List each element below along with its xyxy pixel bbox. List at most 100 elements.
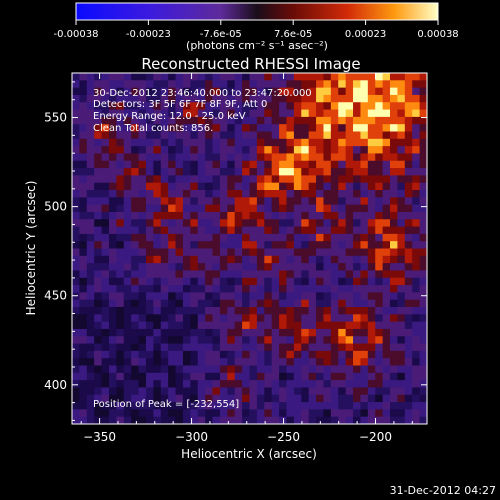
- heatmap-cell: [367, 168, 376, 176]
- heatmap-cell: [212, 73, 221, 81]
- heatmap-cell: [242, 138, 250, 147]
- heatmap-cell: [145, 299, 154, 308]
- heatmap-cell: [367, 160, 376, 169]
- heatmap-cell: [419, 358, 428, 366]
- heatmap-cell: [308, 87, 317, 96]
- heatmap-cell: [72, 204, 80, 213]
- heatmap-cell: [308, 131, 317, 140]
- heatmap-cell: [412, 131, 421, 140]
- heatmap-cell: [353, 131, 361, 140]
- heatmap-cell: [219, 402, 228, 410]
- heatmap-cell: [101, 175, 110, 184]
- heatmap-cell: [412, 307, 421, 315]
- heatmap-cell: [412, 263, 421, 271]
- heatmap-cell: [145, 131, 154, 140]
- heatmap-cell: [94, 402, 102, 410]
- heatmap-cell: [390, 336, 398, 344]
- heatmap-cell: [108, 292, 117, 301]
- heatmap-cell: [94, 204, 102, 213]
- heatmap-cell: [353, 153, 361, 162]
- heatmap-cell: [108, 87, 117, 96]
- heatmap-cell: [323, 248, 332, 257]
- heatmap-cell: [264, 80, 273, 89]
- heatmap-cell: [86, 387, 95, 396]
- heatmap-cell: [293, 314, 302, 323]
- heatmap-cell: [330, 102, 339, 110]
- heatmap-cell: [360, 109, 369, 118]
- heatmap-cell: [264, 219, 273, 227]
- heatmap-cell: [168, 307, 176, 315]
- heatmap-cell: [271, 409, 280, 418]
- heatmap-cell: [242, 190, 250, 198]
- heatmap-cell: [116, 73, 125, 81]
- heatmap-cell: [227, 402, 236, 410]
- heatmap-cell: [219, 190, 228, 198]
- heatmap-cell: [375, 190, 384, 198]
- heatmap-cell: [293, 219, 302, 227]
- heatmap-cell: [256, 328, 265, 337]
- heatmap-cell: [101, 409, 110, 418]
- heatmap-cell: [219, 380, 228, 388]
- heatmap-cell: [264, 73, 273, 81]
- heatmap-cell: [138, 255, 147, 264]
- heatmap-cell: [301, 211, 310, 220]
- heatmap-cell: [308, 372, 317, 381]
- heatmap-cell: [293, 380, 302, 388]
- heatmap-cell: [367, 350, 376, 359]
- heatmap-cell: [168, 160, 176, 169]
- heatmap-cell: [360, 409, 369, 418]
- heatmap-cell: [138, 124, 147, 132]
- heatmap-cell: [160, 160, 169, 169]
- heatmap-cell: [249, 175, 258, 184]
- heatmap-cell: [86, 380, 95, 388]
- heatmap-cell: [94, 380, 102, 388]
- heatmap-cell: [301, 321, 310, 330]
- heatmap-cell: [382, 307, 391, 315]
- heatmap-cell: [101, 277, 110, 286]
- heatmap-cell: [286, 380, 295, 388]
- heatmap-cell: [330, 372, 339, 381]
- heatmap-cell: [72, 146, 80, 154]
- heatmap-cell: [116, 263, 125, 271]
- heatmap-cell: [404, 292, 413, 301]
- heatmap-cell: [308, 292, 317, 301]
- heatmap-cell: [227, 146, 236, 154]
- heatmap-cell: [94, 138, 102, 147]
- heatmap-cell: [234, 248, 243, 257]
- heatmap-cell: [316, 255, 324, 264]
- heatmap-cell: [360, 380, 369, 388]
- heatmap-cell: [101, 87, 110, 96]
- heatmap-cell: [101, 138, 110, 147]
- heatmap-cell: [153, 204, 162, 213]
- heatmap-cell: [323, 350, 332, 359]
- heatmap-cell: [345, 328, 354, 337]
- heatmap-cell: [323, 409, 332, 418]
- heatmap-cell: [168, 277, 176, 286]
- heatmap-cell: [419, 394, 428, 403]
- heatmap-cell: [367, 255, 376, 264]
- heatmap-cell: [308, 190, 317, 198]
- heatmap-cell: [419, 314, 428, 323]
- heatmap-cell: [301, 358, 310, 366]
- heatmap-cell: [197, 182, 206, 191]
- heatmap-cell: [219, 73, 228, 81]
- heatmap-cell: [301, 124, 310, 132]
- heatmap-cell: [94, 124, 102, 132]
- heatmap-cell: [271, 358, 280, 366]
- heatmap-cell: [123, 292, 132, 301]
- heatmap-cell: [190, 255, 199, 264]
- heatmap-cell: [145, 380, 154, 388]
- heatmap-cell: [86, 226, 95, 235]
- heatmap-cell: [419, 197, 428, 206]
- heatmap-cell: [168, 204, 176, 213]
- heatmap-cell: [219, 219, 228, 227]
- heatmap-cell: [404, 190, 413, 198]
- heatmap-cell: [271, 94, 280, 103]
- heatmap-cell: [375, 416, 384, 425]
- heatmap-cell: [138, 372, 147, 381]
- heatmap-cell: [279, 372, 287, 381]
- heatmap-cell: [234, 211, 243, 220]
- heatmap-cell: [197, 116, 206, 125]
- heatmap-cell: [175, 270, 184, 279]
